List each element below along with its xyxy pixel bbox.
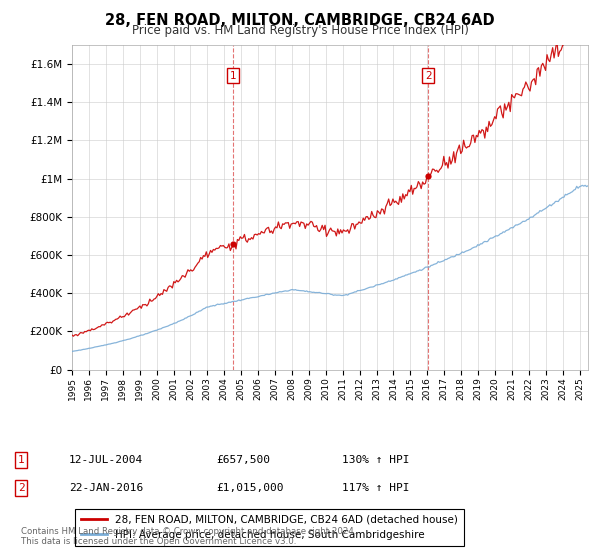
Text: 117% ↑ HPI: 117% ↑ HPI [342,483,409,493]
Text: 22-JAN-2016: 22-JAN-2016 [69,483,143,493]
Text: 2: 2 [17,483,25,493]
Text: 1: 1 [230,71,236,81]
Text: Price paid vs. HM Land Registry's House Price Index (HPI): Price paid vs. HM Land Registry's House … [131,24,469,36]
Legend: 28, FEN ROAD, MILTON, CAMBRIDGE, CB24 6AD (detached house), HPI: Average price, : 28, FEN ROAD, MILTON, CAMBRIDGE, CB24 6A… [74,508,464,546]
Text: Contains HM Land Registry data © Crown copyright and database right 2024.
This d: Contains HM Land Registry data © Crown c… [21,526,356,546]
Text: 12-JUL-2004: 12-JUL-2004 [69,455,143,465]
Text: 28, FEN ROAD, MILTON, CAMBRIDGE, CB24 6AD: 28, FEN ROAD, MILTON, CAMBRIDGE, CB24 6A… [105,13,495,28]
Text: £657,500: £657,500 [216,455,270,465]
Text: 130% ↑ HPI: 130% ↑ HPI [342,455,409,465]
Text: £1,015,000: £1,015,000 [216,483,284,493]
Text: 1: 1 [17,455,25,465]
Text: 2: 2 [425,71,431,81]
